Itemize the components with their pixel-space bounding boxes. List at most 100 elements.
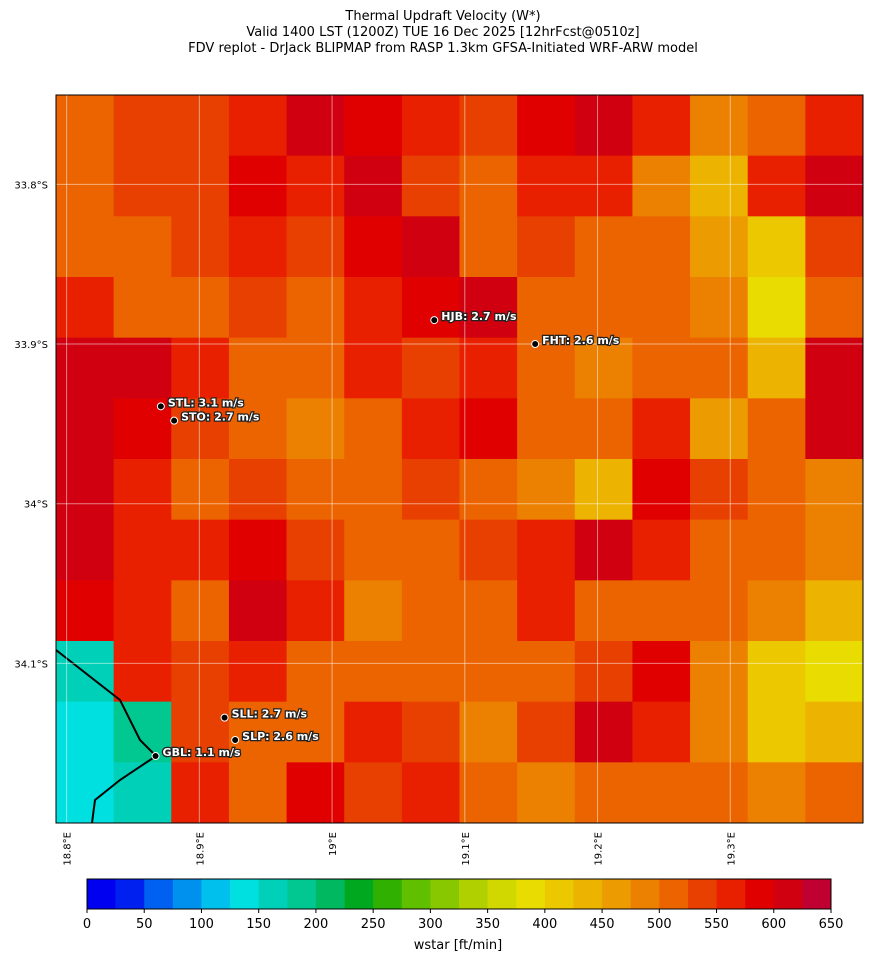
colorbar-swatch (201, 879, 231, 909)
cell (459, 398, 518, 460)
cell (459, 155, 518, 217)
colorbar-swatch (745, 879, 775, 909)
cell (517, 641, 576, 703)
cell (401, 701, 460, 763)
colorbar-tick-label: 250 (361, 917, 386, 932)
cell (805, 277, 864, 339)
colorbar-tick-label: 550 (704, 917, 729, 932)
colorbar-swatch (516, 879, 546, 909)
cell (517, 762, 576, 824)
cell (228, 519, 288, 581)
cell (401, 337, 460, 399)
cell (805, 641, 864, 703)
cell (286, 398, 345, 460)
colorbar-swatch (544, 879, 574, 909)
cell (747, 95, 806, 157)
cell (401, 277, 460, 339)
colorbar-tick-label: 300 (418, 917, 443, 932)
cell (171, 580, 230, 642)
colorbar-frame (86, 878, 832, 910)
cell (401, 459, 460, 521)
cell (747, 580, 806, 642)
colorbar-swatch (172, 879, 202, 909)
cell (113, 519, 172, 581)
cell (632, 701, 691, 763)
cell (344, 701, 403, 763)
cell (228, 580, 288, 642)
cell (517, 155, 576, 217)
cell (517, 701, 576, 763)
colorbar-tick-label: 650 (819, 917, 844, 932)
heatmap (56, 95, 864, 824)
cell (459, 701, 518, 763)
cell (805, 519, 864, 581)
station (231, 735, 240, 744)
colorbar-swatch (287, 879, 317, 909)
cell (690, 277, 749, 339)
cell (805, 155, 864, 217)
cell (113, 337, 172, 399)
cell (171, 95, 230, 157)
cell (113, 155, 172, 217)
colorbar-swatch (716, 879, 746, 909)
cell (805, 701, 864, 763)
colorbar-tick-label: 350 (475, 917, 500, 932)
station-label: STO: 2.7 m/s (181, 411, 260, 424)
cell (344, 459, 403, 521)
cell (286, 762, 345, 824)
cell (517, 337, 576, 399)
cell (747, 459, 806, 521)
cell (286, 337, 345, 399)
cell (747, 277, 806, 339)
cell (228, 459, 288, 521)
colorbar-tick-label: 100 (189, 917, 214, 932)
cell (517, 398, 576, 460)
cell (574, 701, 633, 763)
cell (344, 337, 403, 399)
cell (517, 519, 576, 581)
cell (56, 95, 115, 157)
cell (690, 762, 749, 824)
cell (690, 459, 749, 521)
colorbar-swatch (773, 879, 803, 909)
x-tick-label: 19.1°E (461, 832, 472, 866)
colorbar-tick-label: 50 (136, 917, 153, 932)
cell (574, 337, 633, 399)
cell (574, 95, 633, 157)
station (531, 340, 540, 349)
cell (574, 762, 633, 824)
cell (286, 277, 345, 339)
title: Thermal Updraft Velocity (W*) (344, 9, 540, 24)
colorbar-swatch (630, 879, 660, 909)
colorbar-swatch (144, 879, 174, 909)
cell (517, 580, 576, 642)
cell (805, 459, 864, 521)
cell (286, 95, 345, 157)
colorbar-swatch (573, 879, 603, 909)
cell (459, 95, 518, 157)
x-tick-label: 18.8°E (63, 832, 74, 866)
cell (747, 701, 806, 763)
cell (690, 580, 749, 642)
colorbar-swatch (401, 879, 431, 909)
cell (401, 641, 460, 703)
cell (690, 95, 749, 157)
cell (690, 701, 749, 763)
cell (286, 580, 345, 642)
cell (805, 337, 864, 399)
cell (344, 641, 403, 703)
cell (747, 398, 806, 460)
colorbar-swatch (602, 879, 631, 909)
cell (574, 398, 633, 460)
cell (56, 398, 115, 460)
station-label: FHT: 2.6 m/s (542, 334, 620, 347)
x-tick-label: 19.3°E (726, 832, 737, 866)
cell (56, 459, 115, 521)
colorbar-swatch (430, 879, 460, 909)
cell (171, 519, 230, 581)
cell (632, 337, 691, 399)
cell (805, 580, 864, 642)
colorbar-tick-label: 600 (761, 917, 786, 932)
cell (344, 398, 403, 460)
cell (805, 95, 864, 157)
